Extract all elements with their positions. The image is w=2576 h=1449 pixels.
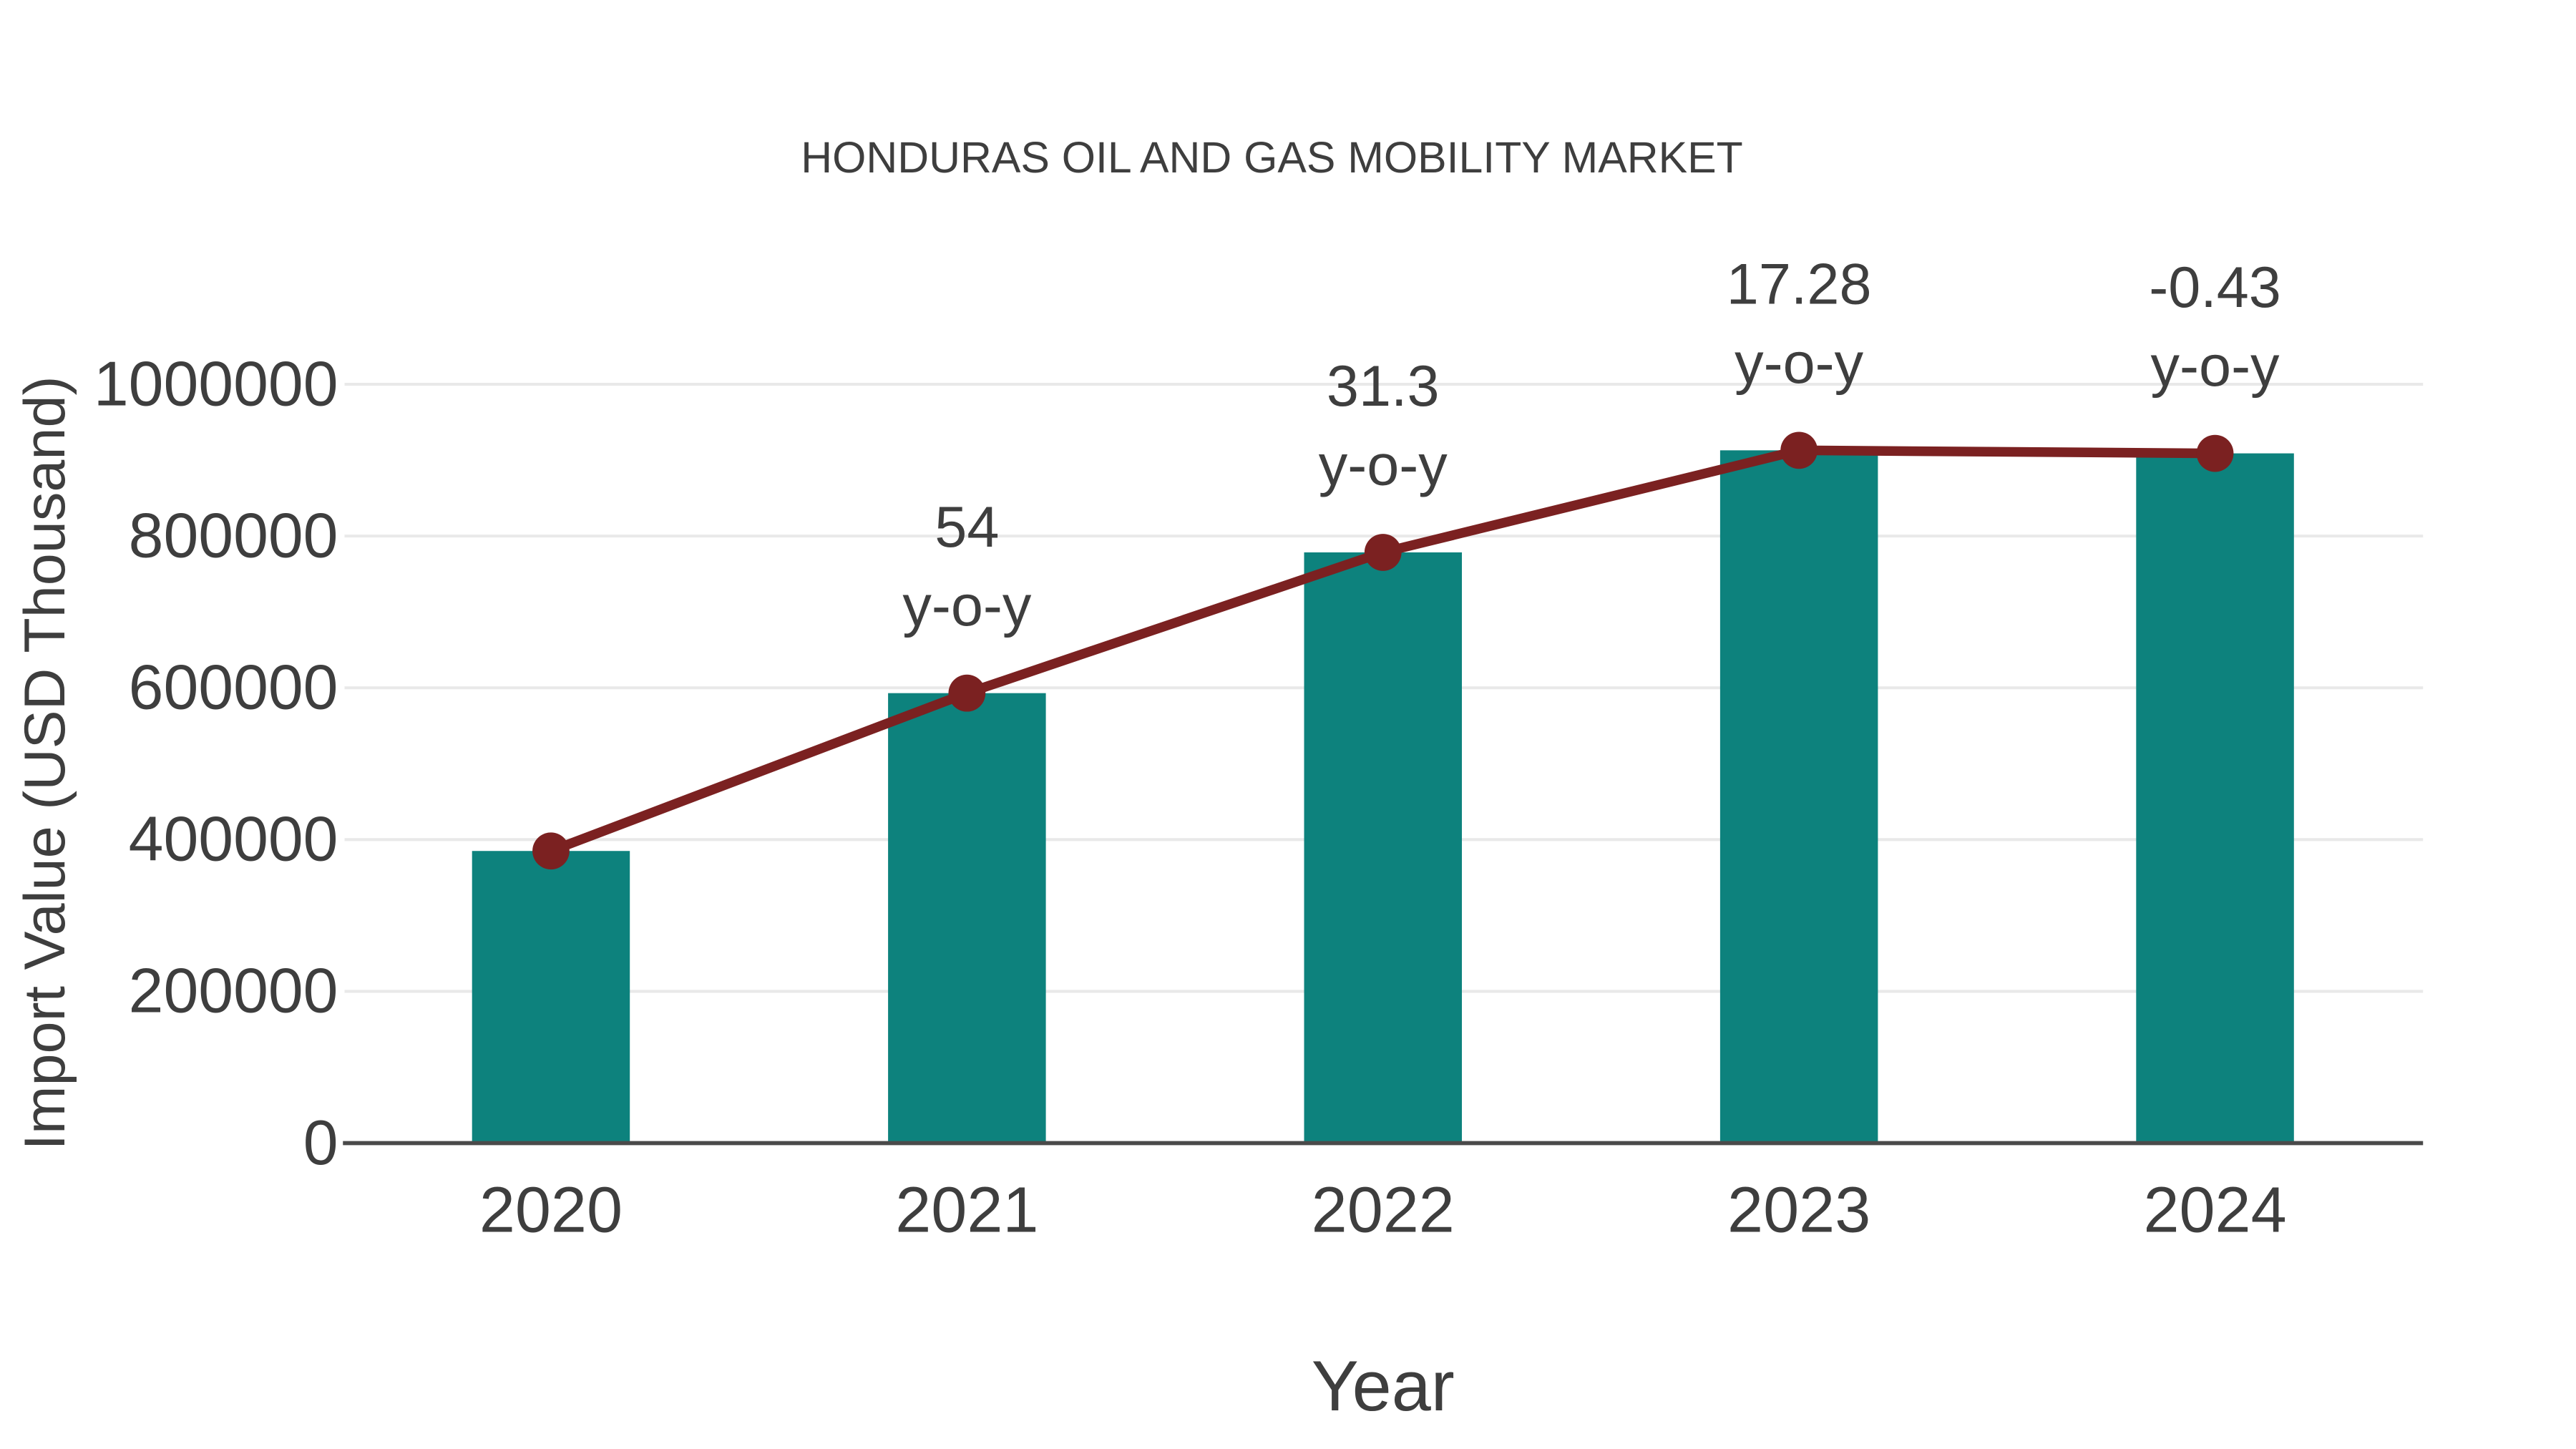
bar-2024 [2136,453,2294,1143]
annotation-value-2024: -0.43 [2149,255,2281,320]
y-tick-label-600000: 600000 [129,652,338,722]
bar-series [472,450,2294,1143]
x-tick-label-2022: 2022 [1312,1174,1455,1246]
data-point-2023 [1780,431,1818,469]
annotation-suffix-2022: y-o-y [1319,433,1448,497]
x-tick-label-2024: 2024 [2143,1174,2286,1246]
y-tick-label-800000: 800000 [129,500,338,570]
x-tick-label-2021: 2021 [895,1174,1038,1246]
bar-2020 [472,851,630,1143]
x-tick-label-2020: 2020 [479,1174,623,1246]
bar-2021 [888,693,1046,1143]
annotations: 54 y-o-y 31.3 y-o-y 17.28 y-o-y -0.43 y-o-y [902,253,2281,639]
annotation-suffix-2024: y-o-y [2151,334,2280,399]
y-axis-title: Import Value (USD Thousand) [13,376,77,1151]
data-point-2022 [1364,534,1402,571]
annotation-value-2022: 31.3 [1327,354,1440,419]
x-axis-title: Year [1312,1346,1455,1425]
annotation-value-2023: 17.28 [1727,253,1872,317]
x-tick-label-2023: 2023 [1727,1174,1870,1246]
annotation-suffix-2021: y-o-y [902,574,1031,638]
bar-2023 [1719,450,1878,1143]
annotation-suffix-2023: y-o-y [1735,331,1863,396]
y-axis-tick-labels: 0 200000 400000 600000 800000 1000000 [94,348,338,1177]
data-point-2024 [2196,434,2234,472]
data-point-2021 [948,674,986,712]
chart-title: HONDURAS OIL AND GAS MOBILITY MARKET [801,133,1743,182]
line-series [532,431,2234,870]
y-tick-label-1000000: 1000000 [94,348,338,419]
y-tick-label-400000: 400000 [129,804,338,874]
y-tick-label-200000: 200000 [129,956,338,1026]
annotation-value-2021: 54 [935,495,999,560]
data-point-2020 [532,832,570,870]
bar-2022 [1304,552,1462,1143]
y-tick-label-0: 0 [303,1108,338,1178]
x-axis-tick-labels: 2020 2021 2022 2023 2024 [479,1174,2287,1246]
